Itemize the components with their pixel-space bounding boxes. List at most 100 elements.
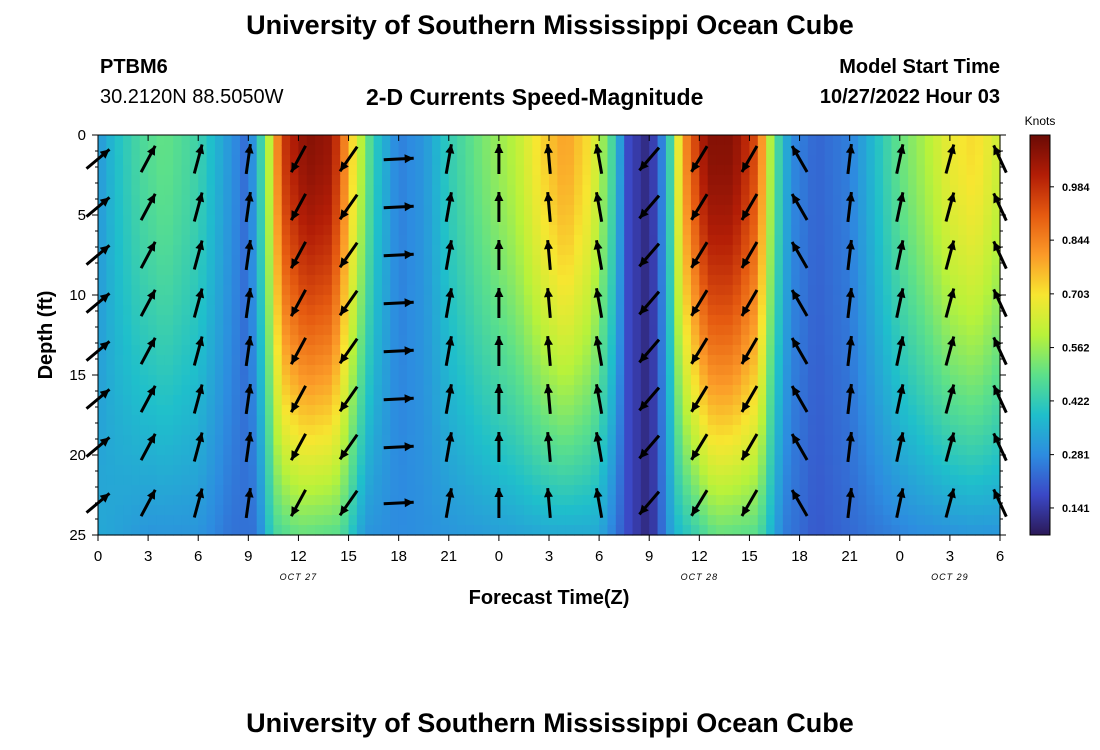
heatmap-cell [206, 175, 216, 186]
heatmap-cell [707, 235, 717, 246]
heatmap-cell [858, 275, 867, 286]
heatmap-cell [231, 395, 241, 406]
heatmap-cell [632, 205, 642, 216]
heatmap-cell [540, 185, 550, 196]
heatmap-cell [381, 475, 391, 486]
heatmap-cell [657, 265, 667, 276]
heatmap-cell [958, 165, 968, 176]
heatmap-cell [624, 225, 634, 236]
heatmap-cell [265, 155, 274, 166]
heatmap-cell [465, 285, 475, 296]
heatmap-cell [824, 275, 834, 286]
heatmap-cell [256, 145, 266, 156]
heatmap-cell [348, 405, 358, 416]
heatmap-cell [774, 505, 784, 516]
heatmap-cell [256, 525, 266, 536]
heatmap-cell [941, 485, 951, 496]
heatmap-cell [649, 455, 659, 466]
heatmap-cell [231, 365, 241, 376]
heatmap-cell [716, 365, 725, 376]
heatmap-cell [757, 475, 767, 486]
heatmap-cell [523, 315, 533, 326]
heatmap-cell [807, 385, 817, 396]
heatmap-cell [281, 455, 291, 466]
heatmap-cell [632, 215, 642, 226]
heatmap-cell [156, 365, 166, 376]
heatmap-cell [615, 445, 625, 456]
heatmap-cell [682, 455, 692, 466]
heatmap-cell [624, 205, 634, 216]
heatmap-cell [448, 175, 458, 186]
heatmap-cell [131, 495, 141, 506]
heatmap-cell [306, 355, 316, 366]
heatmap-cell [849, 505, 859, 516]
current-vector [845, 383, 855, 415]
heatmap-cell [599, 445, 609, 456]
heatmap-cell [924, 385, 934, 396]
heatmap-cell [749, 235, 759, 246]
heatmap-cell [532, 375, 542, 386]
heatmap-cell [290, 335, 300, 346]
heatmap-cell [365, 405, 375, 416]
heatmap-cell [206, 425, 216, 436]
heatmap-cell [816, 385, 826, 396]
heatmap-cell [457, 455, 467, 466]
heatmap-cell [883, 315, 893, 326]
heatmap-cell [390, 515, 400, 526]
heatmap-cell [256, 155, 266, 166]
heatmap-cell [164, 525, 174, 536]
heatmap-cell [615, 385, 625, 396]
heatmap-cell [373, 395, 383, 406]
heatmap-cell [916, 315, 926, 326]
heatmap-cell [682, 305, 692, 316]
heatmap-cell [156, 175, 166, 186]
heatmap-cell [599, 165, 609, 176]
heatmap-cell [841, 185, 851, 196]
heatmap-cell [231, 335, 241, 346]
heatmap-cell [624, 505, 634, 516]
heatmap-cell [874, 235, 884, 246]
heatmap-cell [482, 465, 492, 476]
heatmap-cell [239, 465, 249, 476]
heatmap-cell [682, 235, 692, 246]
heatmap-cell [381, 455, 391, 466]
heatmap-cell [665, 395, 675, 406]
heatmap-cell [958, 445, 968, 456]
heatmap-cell [557, 305, 567, 316]
heatmap-cell [189, 385, 199, 396]
x-tick-label: 9 [645, 548, 653, 565]
heatmap-cell [231, 435, 241, 446]
heatmap-cell [632, 175, 642, 186]
heatmap-cell [574, 235, 584, 246]
heatmap-cell [699, 135, 709, 146]
heatmap-cell [473, 495, 483, 506]
heatmap-cell [139, 295, 149, 306]
heatmap-cell [816, 175, 826, 186]
heatmap-cell [148, 215, 158, 226]
heatmap-cell [615, 375, 625, 386]
current-vector-head [845, 384, 855, 394]
heatmap-cell [398, 465, 408, 476]
heatmap-cell [323, 155, 333, 166]
heatmap-cell [473, 175, 483, 186]
heatmap-cell [891, 335, 901, 346]
heatmap-cell [340, 225, 350, 236]
heatmap-cell [624, 525, 634, 536]
heatmap-cell [741, 415, 751, 426]
heatmap-cell [248, 365, 258, 376]
heatmap-cell [532, 385, 542, 396]
heatmap-cell [699, 505, 709, 516]
heatmap-cell [908, 295, 918, 306]
heatmap-cell [315, 465, 325, 476]
heatmap-cell [164, 415, 174, 426]
heatmap-cell [356, 155, 366, 166]
heatmap-cell [356, 345, 366, 356]
heatmap-cell [607, 155, 617, 166]
heatmap-cell [707, 165, 717, 176]
heatmap-cell [239, 365, 249, 376]
heatmap-cell [423, 495, 433, 506]
heatmap-cell [699, 485, 709, 496]
heatmap-cell [908, 355, 918, 366]
heatmap-cell [657, 425, 667, 436]
heatmap-cell [173, 435, 183, 446]
